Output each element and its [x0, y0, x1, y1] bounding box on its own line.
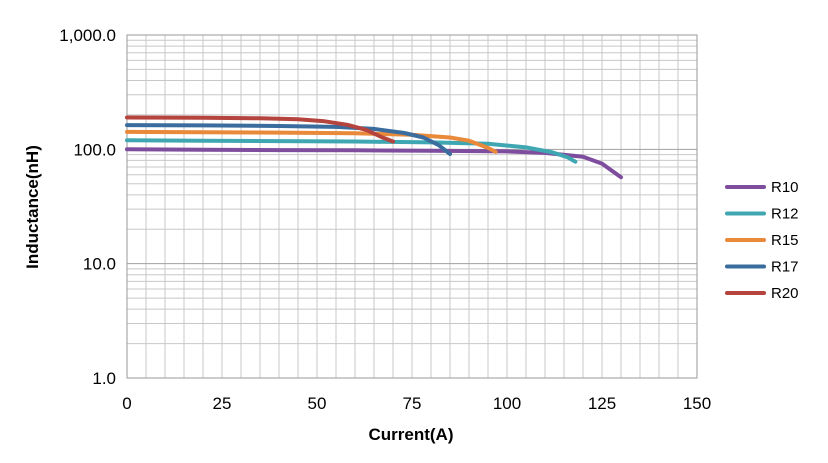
- x-tick-label: 150: [683, 394, 711, 413]
- x-tick-label: 50: [308, 394, 327, 413]
- legend: R10 R12 R15 R17 R20: [725, 179, 799, 302]
- x-tick-label: 125: [588, 394, 616, 413]
- y-tick-label: 1,000.0: [59, 26, 116, 45]
- legend-label-r17: R17: [771, 259, 799, 276]
- series-line-r10: [125, 147, 623, 180]
- y-tick-label: 10.0: [83, 255, 116, 274]
- grid: [126, 34, 698, 379]
- legend-label-r12: R12: [771, 206, 799, 223]
- y-tick-label: 100.0: [73, 140, 116, 159]
- x-tick-label: 100: [493, 394, 521, 413]
- x-tick-label: 75: [403, 394, 422, 413]
- legend-label-r10: R10: [771, 179, 799, 196]
- x-tick-label: 25: [213, 394, 232, 413]
- x-axis-title: Current(A): [369, 425, 454, 444]
- y-axis-title: Inductance(nH): [23, 145, 42, 269]
- y-tick-label: 1.0: [92, 369, 116, 388]
- series-lines: [125, 115, 623, 180]
- plot-area-border: [126, 34, 698, 379]
- legend-label-r15: R15: [771, 232, 799, 249]
- legend-label-r20: R20: [771, 285, 799, 302]
- x-axis-ticks: 0 25 50 75 100 125 150: [122, 394, 711, 413]
- series-line-r17: [125, 123, 452, 156]
- series-line-r20: [125, 115, 395, 144]
- x-tick-label: 0: [122, 394, 131, 413]
- series-line-r12: [125, 138, 578, 164]
- y-axis-ticks: 1.0 10.0 100.0 1,000.0: [59, 26, 116, 388]
